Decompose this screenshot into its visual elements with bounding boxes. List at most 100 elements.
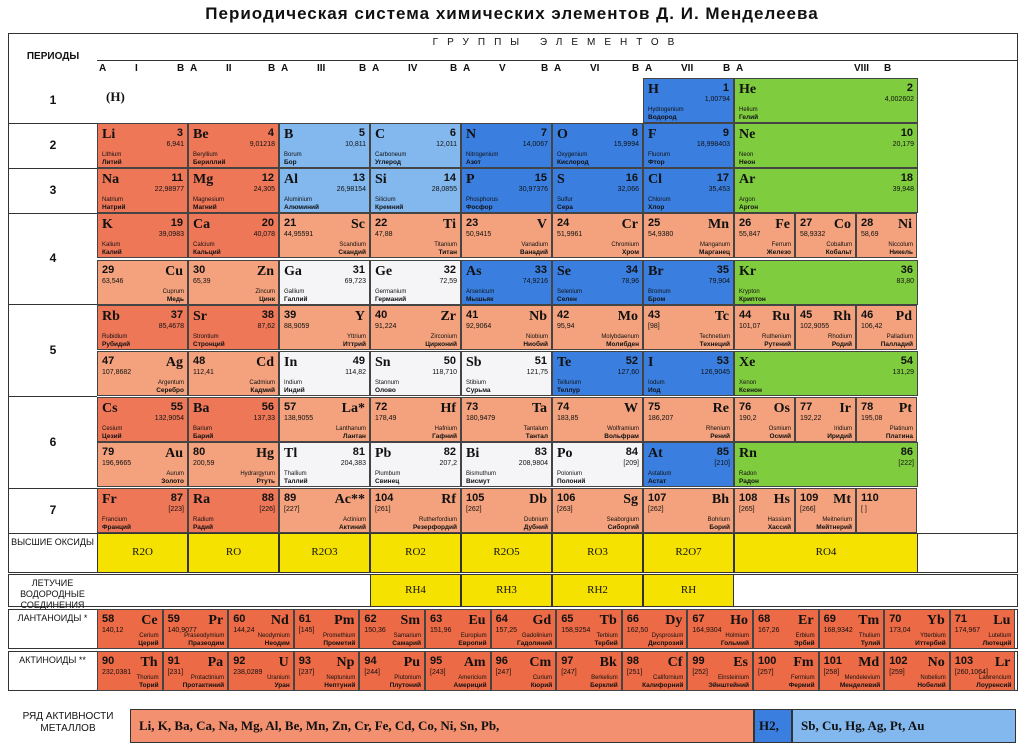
element-cell[interactable]: N 7 14,0067 Nitrogenium Азот — [461, 123, 552, 168]
element-cell[interactable]: Pd 46 106,42 Palladium Палладий — [856, 305, 917, 350]
element-cell[interactable]: Sb 51 121,75 Stibium Сурьма — [461, 351, 552, 396]
element-cell[interactable]: La* 57 138,9055 Lanthanum Лантан — [279, 397, 370, 442]
element-cell[interactable]: Tl 81 204,383 Thallium Таллий — [279, 442, 370, 487]
element-cell[interactable]: Mg 12 24,305 Magnesium Магний — [188, 168, 279, 213]
element-cell[interactable]: Db 105 [262] Dubnium Дубний — [461, 488, 552, 533]
element-cell[interactable]: In 49 114,82 Indium Индий — [279, 351, 370, 396]
element-cell[interactable]: C 6 12,011 Carboneum Углерод — [370, 123, 461, 168]
element-cell[interactable]: Sc 21 44,95591 Scandium Скандий — [279, 213, 370, 258]
element-cell[interactable]: Bh 107 [262] Bohrium Борий — [643, 488, 734, 533]
element-cell[interactable]: Er 68 167,26 Erbium Эрбий — [753, 609, 819, 649]
element-cell[interactable]: Ho 67 164,9304 Holmium Гольмий — [687, 609, 753, 649]
element-cell[interactable]: Ba 56 137,33 Barium Барий — [188, 397, 279, 442]
element-cell[interactable]: Co 27 58,9332 Cobaltum Кобальт — [795, 213, 856, 258]
element-cell[interactable]: Kr 36 83,80 Krypton Криптон — [734, 260, 918, 305]
element-cell[interactable]: As 33 74,9216 Arsenicum Мышьяк — [461, 260, 552, 305]
element-cell[interactable]: Cd 48 112,41 Cadmium Кадмий — [188, 351, 279, 396]
element-cell[interactable]: Ta 73 180,9479 Tantalum Тантал — [461, 397, 552, 442]
element-cell[interactable]: Th 90 232,0381 Thorium Торий — [97, 651, 163, 691]
element-cell[interactable]: Li 3 6,941 Lithium Литий — [97, 123, 188, 168]
element-cell[interactable]: Zn 30 65,39 Zincum Цинк — [188, 260, 279, 305]
element-cell[interactable]: Ge 32 72,59 Germanium Германий — [370, 260, 461, 305]
element-cell[interactable]: Ce 58 140,12 Cerium Церий — [97, 609, 163, 649]
element-cell[interactable]: 110 [ ] — [856, 488, 917, 533]
element-cell[interactable]: Cf 98 [251] Californium Калифорний — [621, 651, 688, 691]
element-cell[interactable]: Mt 109 [266] Meitnerium Мейтнерий — [795, 488, 856, 533]
element-cell[interactable]: Si 14 28,0855 Silicium Кремний — [370, 168, 461, 213]
element-cell[interactable]: Eu 63 151,96 Europium Европий — [425, 609, 491, 649]
element-cell[interactable]: Es 99 [252] Einsteinium Эйнштейний — [687, 651, 753, 691]
element-cell[interactable]: Yb 70 173,04 Ytterbium Иттербий — [884, 609, 950, 649]
element-cell[interactable]: Nd 60 144,24 Neodymium Неодим — [228, 609, 294, 649]
element-cell[interactable]: Al 13 26,98154 Aluminium Алюминий — [279, 168, 370, 213]
element-cell[interactable]: Bk 97 [247] Berkelium Берклий — [556, 651, 622, 691]
element-cell[interactable]: Ni 28 58,69 Niccolum Никель — [856, 213, 917, 258]
element-cell[interactable]: Y 39 88,9059 Yttrium Иттрий — [279, 305, 370, 350]
element-cell[interactable]: Bi 83 208,9804 Bismuthum Висмут — [461, 442, 552, 487]
element-cell[interactable]: I 53 126,9045 Iodum Иод — [643, 351, 734, 396]
element-cell[interactable]: Mn 25 54,9380 Manganum Марганец — [643, 213, 734, 258]
element-cell[interactable]: Nb 41 92,9064 Niobium Ниобий — [461, 305, 552, 350]
element-cell[interactable]: Pr 59 140,9077 Praseodymium Празеодим — [162, 609, 229, 649]
element-cell[interactable]: Po 84 [209] Polonium Полоний — [552, 442, 643, 487]
element-cell[interactable]: Pa 91 [231] Protactinium Протактиний — [162, 651, 229, 691]
element-cell[interactable]: U 92 238,0289 Uranium Уран — [228, 651, 294, 691]
element-cell[interactable]: Pt 78 195,08 Platinum Платина — [856, 397, 917, 442]
element-cell[interactable]: Rn 86 [222] Radon Радон — [734, 442, 918, 487]
element-cell[interactable]: H 1 1,00794 Hydrogenium Водород — [643, 78, 734, 123]
element-cell[interactable]: Sg 106 [263] Seaborgium Сиборгий — [552, 488, 643, 533]
element-cell[interactable]: Pu 94 [244] Plutonium Плутоний — [359, 651, 425, 691]
element-cell[interactable]: Ir 77 192,22 Iridium Иридий — [795, 397, 856, 442]
element-cell[interactable]: Cm 96 [247] Curium Кюрий — [490, 651, 557, 691]
element-cell[interactable]: Hg 80 200,59 Hydrargyrum Ртуть — [188, 442, 279, 487]
element-cell[interactable]: W 74 183,85 Wolframium Вольфрам — [552, 397, 643, 442]
element-cell[interactable]: Tc 43 [98] Technetium Технеций — [643, 305, 734, 350]
element-cell[interactable]: Se 34 78,96 Selenium Селен — [552, 260, 643, 305]
element-cell[interactable]: Hf 72 178,49 Hafnium Гафний — [370, 397, 461, 442]
element-cell[interactable]: Sm 62 150,36 Samarium Самарий — [359, 609, 425, 649]
element-cell[interactable]: Mo 42 95,94 Molybdaenum Молибден — [552, 305, 643, 350]
element-cell[interactable]: Cr 24 51,9961 Chromium Хром — [552, 213, 643, 258]
element-cell[interactable]: Ne 10 20,179 Neon Неон — [734, 123, 918, 168]
element-cell[interactable]: Ar 18 39,948 Argon Аргон — [734, 168, 918, 213]
element-cell[interactable]: Ru 44 101,07 Ruthenium Рутений — [734, 305, 795, 350]
element-cell[interactable]: Cu 29 63,546 Cuprum Медь — [97, 260, 188, 305]
element-cell[interactable]: Dy 66 162,50 Dysprosium Диспрозий — [621, 609, 688, 649]
element-cell[interactable]: Os 76 190,2 Osmium Осмий — [734, 397, 795, 442]
element-cell[interactable]: F 9 18,998403 Fluorum Фтор — [643, 123, 734, 168]
element-cell[interactable]: Be 4 9,01218 Beryllium Бериллий — [188, 123, 279, 168]
element-cell[interactable]: Ca 20 40,078 Calcium Кальций — [188, 213, 279, 258]
element-cell[interactable]: Fm 100 [257] Fermium Фермий — [753, 651, 819, 691]
element-cell[interactable]: Ag 47 107,8682 Argentum Серебро — [97, 351, 188, 396]
element-cell[interactable]: Tb 65 158,9254 Terbium Тербий — [556, 609, 622, 649]
element-cell[interactable]: Pm 61 [145] Promethium Прометий — [293, 609, 360, 649]
element-cell[interactable]: V 23 50,9415 Vanadium Ванадий — [461, 213, 552, 258]
element-cell[interactable]: Gd 64 157,25 Gadolinium Гадолиний — [490, 609, 557, 649]
element-cell[interactable]: S 16 32,066 Sulfur Сера — [552, 168, 643, 213]
element-cell[interactable]: Au 79 196,9665 Aurum Золото — [97, 442, 188, 487]
element-cell[interactable]: He 2 4,002602 Helium Гелий — [734, 78, 918, 123]
element-cell[interactable]: Ra 88 [226] Radium Радий — [188, 488, 279, 533]
element-cell[interactable]: Fe 26 55,847 Ferrum Железо — [734, 213, 795, 258]
element-cell[interactable]: Rh 45 102,9055 Rhodium Родий — [795, 305, 856, 350]
element-cell[interactable]: Xe 54 131,29 Xenon Ксенон — [734, 351, 918, 396]
element-cell[interactable]: Zr 40 91,224 Zirconium Цирконий — [370, 305, 461, 350]
element-cell[interactable]: Md 101 [258] Mendelevium Менделевий — [818, 651, 885, 691]
element-cell[interactable]: Ac** 89 [227] Actinium Актиний — [279, 488, 370, 533]
element-cell[interactable]: Br 35 79,904 Bromum Бром — [643, 260, 734, 305]
element-cell[interactable]: Lu 71 174,967 Lutetium Лютеций — [949, 609, 1016, 649]
element-cell[interactable]: Na 11 22,98977 Natrium Натрий — [97, 168, 188, 213]
element-cell[interactable]: Cl 17 35,453 Chlorum Хлор — [643, 168, 734, 213]
element-cell[interactable]: Ti 22 47,88 Titanium Титан — [370, 213, 461, 258]
element-cell[interactable]: No 102 [259] Nobelium Нобелий — [884, 651, 950, 691]
element-cell[interactable]: Ga 31 69,723 Gallium Галлий — [279, 260, 370, 305]
element-cell[interactable]: Te 52 127,60 Tellurium Теллур — [552, 351, 643, 396]
element-cell[interactable]: Lr 103 [260,1064] Lawrencium Лоуренсий — [949, 651, 1016, 691]
element-cell[interactable]: Hs 108 [265] Hassium Хассий — [734, 488, 795, 533]
element-cell[interactable]: P 15 30,97376 Phosphorus Фосфор — [461, 168, 552, 213]
element-cell[interactable]: Cs 55 132,9054 Cesium Цезий — [97, 397, 188, 442]
element-cell[interactable]: O 8 15,9994 Oxygenium Кислород — [552, 123, 643, 168]
element-cell[interactable]: B 5 10,811 Borum Бор — [279, 123, 370, 168]
element-cell[interactable]: Sn 50 118,710 Stannum Олово — [370, 351, 461, 396]
element-cell[interactable]: Tm 69 168,9342 Thulium Тулий — [818, 609, 885, 649]
